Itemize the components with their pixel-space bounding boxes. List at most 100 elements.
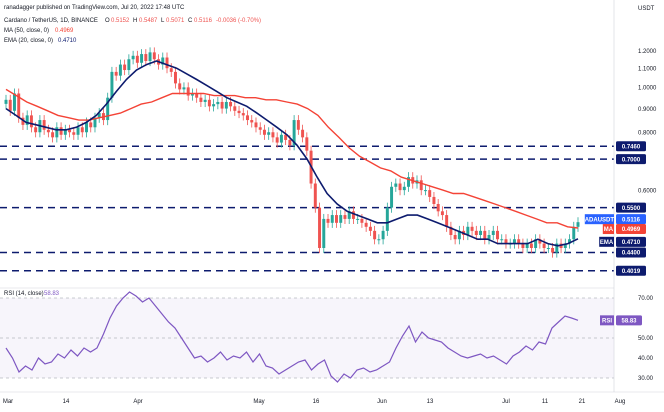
- candle-body: [521, 243, 525, 248]
- ma-legend-value: 0.4969: [55, 28, 74, 34]
- horizontal-levels: [0, 145, 614, 272]
- last-value-caption: [602, 224, 614, 235]
- ohlc-low-value: 0.5071: [166, 18, 185, 24]
- candle-body: [76, 127, 80, 135]
- candle-body: [89, 122, 93, 128]
- level-price-tag: [616, 141, 646, 152]
- ohlc-high-value: 0.5487: [139, 18, 158, 24]
- candle-body: [474, 230, 478, 236]
- price-tick-label: 1.1000: [638, 66, 657, 72]
- time-tick-label: 14: [63, 399, 70, 405]
- candle-body: [207, 99, 211, 107]
- candle-body: [305, 137, 309, 151]
- candle-body: [229, 101, 233, 107]
- currency-label: USDT: [638, 6, 655, 12]
- candle-body: [347, 211, 351, 219]
- candle-body: [237, 110, 241, 114]
- candle-body: [271, 132, 275, 138]
- rsi-tick-label: 70.00: [638, 296, 654, 302]
- rsi-axis: 70.00 RSI 58.83 50.00 40.00 30.00: [600, 296, 654, 382]
- candle-body: [525, 243, 529, 248]
- candle-body: [551, 247, 555, 253]
- rsi-tick-label: 40.00: [638, 356, 654, 362]
- candlestick-series: [4, 47, 580, 258]
- candle-body: [85, 122, 88, 133]
- candle-body: [288, 139, 292, 146]
- rsi-legend: RSI (14, close) 58.83: [4, 291, 60, 297]
- candle-body: [496, 230, 499, 240]
- candle-body: [500, 239, 504, 241]
- candle-body: [445, 215, 449, 227]
- symbol-legend: Cardano / TetherUS, 1D, BINANCE O 0.5152…: [4, 18, 261, 24]
- candle-body: [80, 127, 84, 133]
- candle-body: [182, 87, 186, 90]
- candle-body: [364, 222, 368, 227]
- ohlc-high-label: H: [133, 18, 137, 24]
- last-value-caption-text: EMA: [600, 240, 614, 246]
- candle-body: [212, 104, 216, 107]
- ohlc-open-value: 0.5152: [111, 18, 130, 24]
- candle-body: [8, 99, 12, 111]
- candle-body: [284, 134, 288, 140]
- candle-body: [148, 52, 152, 62]
- candle-body: [34, 127, 38, 133]
- candle-body: [479, 230, 483, 236]
- candle-body: [17, 93, 21, 118]
- candle-body: [351, 211, 355, 219]
- candle-body: [390, 186, 394, 208]
- candle-body: [140, 54, 144, 63]
- candle-body: [457, 230, 461, 240]
- last-value-tag: [616, 214, 646, 225]
- level-price-tag-text: 0.7000: [622, 157, 641, 163]
- candle-body: [72, 132, 76, 135]
- ohlc-open-label: O: [105, 18, 110, 24]
- candle-body: [326, 218, 330, 223]
- candle-body: [512, 239, 516, 244]
- candle-body: [161, 57, 165, 65]
- candle-body: [262, 129, 266, 135]
- candle-body: [360, 218, 364, 223]
- candle-body: [466, 226, 470, 236]
- price-tick-label: 0.6000: [638, 188, 657, 194]
- candle-body: [377, 239, 381, 241]
- candle-body: [407, 177, 411, 187]
- price-pane: [0, 47, 614, 272]
- ohlc-close-value: 0.5116: [194, 18, 213, 24]
- candle-body: [423, 190, 427, 192]
- candle-body: [258, 127, 262, 130]
- candle-body: [330, 215, 334, 223]
- candle-body: [529, 243, 533, 248]
- candle-body: [123, 64, 127, 71]
- rsi-line: [5, 291, 579, 383]
- candle-body: [339, 215, 343, 223]
- price-tick-label: 0.9000: [638, 107, 657, 113]
- ohlc-close-label: C: [188, 18, 193, 24]
- candle-body: [538, 239, 542, 244]
- level-price-tag-text: 0.4400: [622, 251, 641, 257]
- rsi-caption-box: [600, 315, 614, 326]
- last-value-tag: [616, 224, 646, 235]
- candle-body: [368, 226, 372, 231]
- candle-body: [568, 239, 572, 244]
- ma50-line: [5, 88, 579, 229]
- last-value-caption: [584, 214, 614, 225]
- candle-body: [173, 71, 177, 84]
- last-value-tag-text: 0.4710: [622, 240, 641, 246]
- candle-body: [178, 83, 182, 90]
- candle-body: [51, 132, 55, 138]
- candle-body: [546, 247, 550, 249]
- ema-legend: EMA (20, close, 0) 0.4710: [4, 38, 77, 44]
- candle-body: [97, 113, 101, 118]
- candle-body: [318, 207, 322, 248]
- candle-body: [186, 87, 190, 96]
- candle-body: [42, 120, 46, 130]
- candle-body: [118, 64, 122, 76]
- time-tick-label: Aug: [615, 399, 626, 405]
- level-price-tag: [616, 202, 646, 213]
- candle-body: [135, 55, 139, 63]
- candle-body: [233, 106, 237, 111]
- candle-body: [313, 183, 317, 208]
- candle-body: [343, 215, 347, 219]
- candle-body: [152, 52, 156, 60]
- candle-body: [534, 239, 538, 248]
